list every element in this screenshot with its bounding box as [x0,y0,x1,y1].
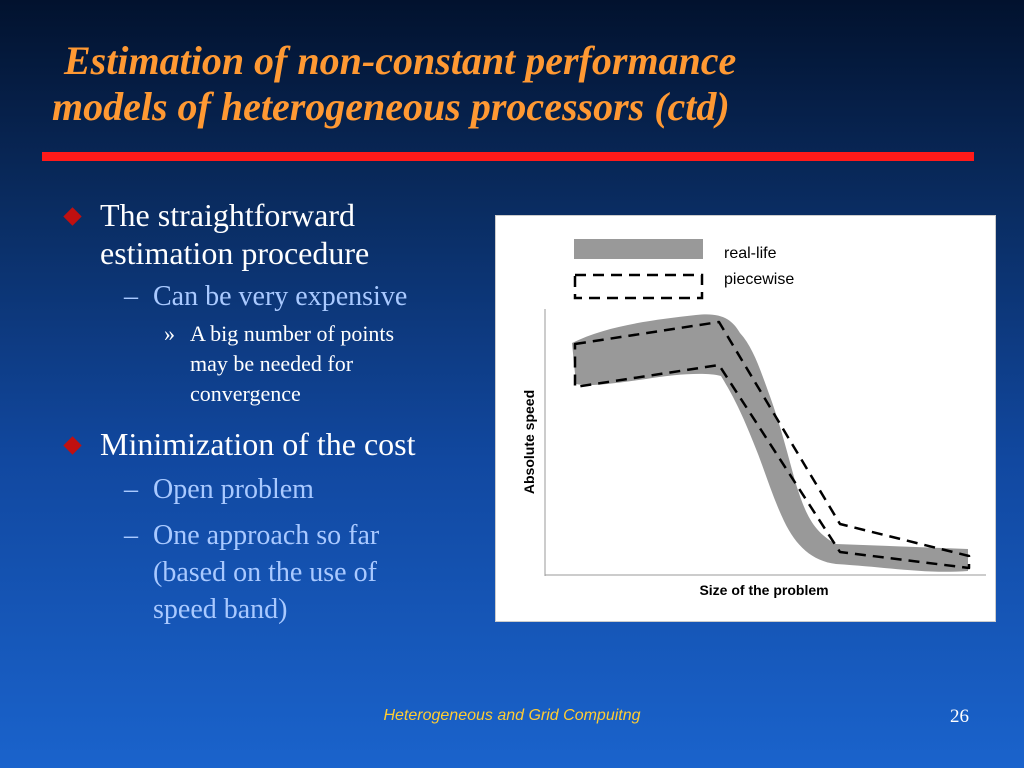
sub-bullet-one-approach-line-2: (based on the use of [153,557,377,588]
legend-piecewise-swatch [573,273,704,300]
title-underline [42,152,974,161]
speed-band-diagram: real-life piecewise Size of the problem … [521,239,986,598]
dash-marker: – [124,474,138,505]
legend-piecewise-label: piecewise [724,271,794,288]
diamond-bullet-icon [63,207,82,226]
sub-bullet-open-problem: – Open problem [60,471,500,508]
piecewise-speed-band [573,320,971,570]
dash-marker: – [124,281,138,312]
sub-sub-bullet-line-3: convergence [190,381,301,406]
legend-band-swatch [574,239,703,259]
real-life-speed-band [572,314,968,572]
speed-band-figure: real-life piecewise Size of the problem … [495,215,996,622]
legend-real-life-label: real-life [724,245,777,262]
sub-bullet-one-approach-line-1: One approach so far [153,520,380,551]
x-axis-label: Size of the problem [699,582,828,598]
diamond-bullet-icon [63,436,82,455]
bullet-estimation: The straightforward estimation procedure [60,196,500,272]
sub-sub-bullet-points: » A big number of points may be needed f… [60,319,500,409]
raquo-marker: » [164,321,175,346]
dash-marker: – [124,520,138,551]
bullet-estimation-line-1: The straightforward [100,197,356,233]
bullet-list: The straightforward estimation procedure… [60,196,500,628]
sub-sub-bullet-line-2: may be needed for [190,351,354,376]
slide-title: Estimation of non-constant performance m… [52,38,992,130]
y-axis-label: Absolute speed [521,390,537,494]
slide-title-line-2: models of heterogeneous processors (ctd) [52,84,730,129]
page-number: 26 [950,706,969,727]
slide-title-line-1: Estimation of non-constant performance [64,38,737,83]
sub-sub-bullet-line-1: A big number of points [190,321,395,346]
bullet-minimization-text: Minimization of the cost [100,426,416,462]
sub-bullet-open-problem-text: Open problem [153,474,314,505]
sub-bullet-one-approach: – One approach so far (based on the use … [60,517,500,628]
bullet-estimation-line-2: estimation procedure [100,235,370,271]
sub-bullet-expensive-text: Can be very expensive [153,281,408,312]
footer-text: Heterogeneous and Grid Compuitng [383,707,641,724]
sub-bullet-expensive: – Can be very expensive [60,278,500,315]
sub-bullet-one-approach-line-3: speed band) [153,594,288,625]
bullet-minimization: Minimization of the cost [60,425,500,463]
